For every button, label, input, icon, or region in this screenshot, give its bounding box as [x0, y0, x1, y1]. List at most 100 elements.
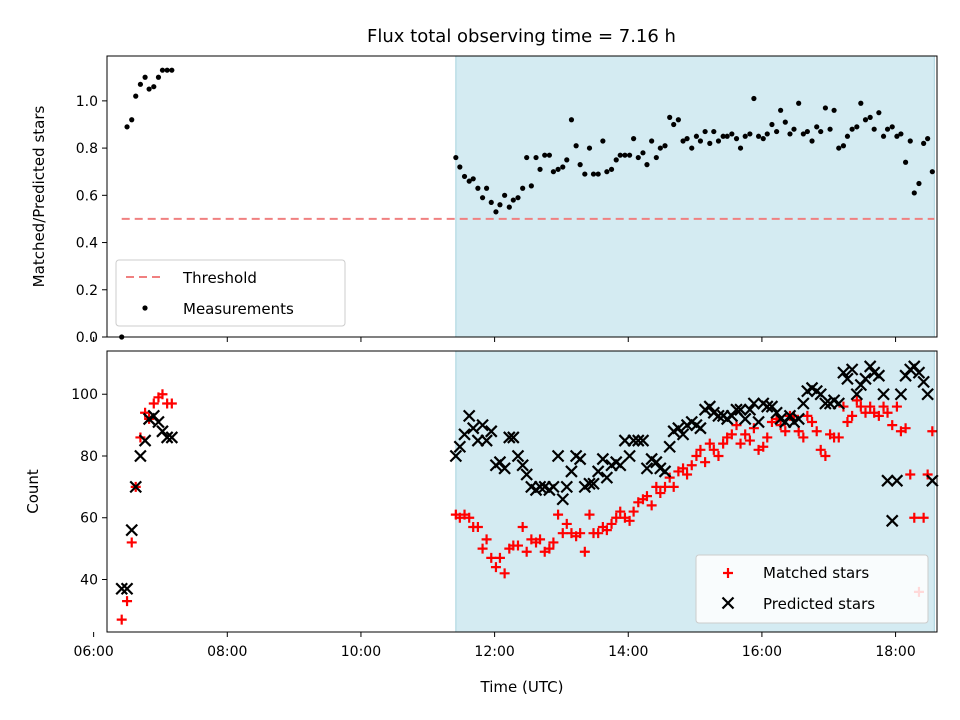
x-tick-label: 06:00 [73, 644, 113, 660]
data-point [702, 128, 708, 135]
series-matched-stars [116, 389, 938, 625]
data-point [462, 409, 476, 423]
data-point [615, 506, 626, 517]
data-point [521, 546, 532, 557]
data-point [623, 449, 636, 463]
data-point [133, 93, 139, 99]
data-point [872, 369, 886, 382]
data-point [159, 67, 166, 73]
x-tick-label: 18:00 [875, 644, 915, 660]
data-point [713, 450, 724, 461]
shaded-span [455, 55, 935, 338]
data-point [921, 387, 934, 401]
data-point [921, 140, 927, 146]
data-point [533, 480, 547, 494]
data-point [845, 363, 859, 376]
data-point [735, 438, 746, 449]
data-point [718, 438, 729, 449]
data-point [497, 202, 503, 208]
data-point [850, 387, 864, 401]
ratio-panel: 0.0 0.2 0.4 0.6 0.8 1.0 Matched/Predicted star… [30, 55, 938, 346]
data-point [169, 67, 175, 73]
data-point [831, 107, 837, 113]
data-point [678, 463, 689, 474]
data-point [591, 465, 605, 478]
data-point [627, 434, 640, 447]
data-point [533, 154, 539, 161]
data-point [506, 204, 512, 210]
data-point [464, 512, 475, 523]
data-point [887, 420, 898, 431]
data-point [712, 409, 725, 423]
data-point [640, 150, 646, 156]
data-point [120, 582, 134, 596]
y-tick-label: 0.2 [76, 283, 98, 299]
data-point [660, 481, 671, 492]
y-axis-label: Count [24, 469, 42, 514]
data-point [600, 471, 614, 484]
data-point [631, 136, 637, 142]
data-point [877, 387, 890, 401]
data-point [926, 474, 939, 487]
data-point [590, 171, 597, 177]
y-tick-label: 100 [71, 387, 98, 403]
data-point [556, 492, 570, 506]
y-tick-label: 60 [80, 511, 98, 527]
data-point [507, 431, 520, 444]
data-point [477, 543, 488, 554]
y-tick-label: 0.8 [76, 141, 98, 157]
data-point [680, 138, 686, 144]
data-point [550, 169, 557, 175]
data-point [819, 397, 832, 410]
data-point [560, 480, 574, 494]
legend: Matched stars Predicted stars [695, 554, 929, 624]
data-point [555, 166, 561, 172]
data-point [751, 95, 757, 102]
data-point [876, 110, 882, 116]
data-point [546, 152, 552, 158]
data-point [515, 195, 521, 201]
data-point [802, 410, 813, 421]
data-point [844, 133, 851, 139]
data-point [604, 169, 610, 175]
data-point [700, 457, 711, 468]
data-point [918, 512, 929, 523]
axes-frame [106, 350, 938, 633]
data-point [804, 128, 810, 135]
legend-predicted-swatch [721, 596, 735, 610]
data-point [126, 537, 137, 548]
data-point [862, 117, 869, 123]
data-point [744, 435, 755, 446]
data-point [882, 407, 893, 418]
data-point [628, 506, 639, 517]
y-axis-label: Matched/Predicted stars [30, 106, 48, 288]
data-point [565, 465, 578, 478]
data-point [663, 440, 676, 454]
data-point [142, 74, 148, 80]
data-point [586, 145, 593, 151]
data-point [873, 410, 884, 421]
data-point [651, 481, 662, 492]
data-point [146, 86, 152, 92]
data-point [511, 449, 525, 463]
data-point [760, 400, 774, 413]
data-point [880, 133, 887, 139]
data-point [557, 528, 568, 539]
data-point [520, 468, 533, 481]
data-point [517, 522, 528, 533]
y-tick-label: 1.0 [76, 94, 98, 110]
data-point [668, 481, 679, 492]
data-point [122, 596, 133, 607]
data-point [520, 185, 526, 191]
data-point [686, 460, 697, 471]
data-point [582, 171, 588, 177]
data-point [608, 166, 615, 172]
data-point [151, 84, 157, 90]
data-point [560, 164, 566, 170]
data-point [840, 143, 847, 149]
data-point [553, 509, 564, 520]
data-point [902, 159, 909, 165]
data-point [611, 512, 622, 523]
data-point [575, 528, 586, 539]
data-point [613, 157, 619, 163]
